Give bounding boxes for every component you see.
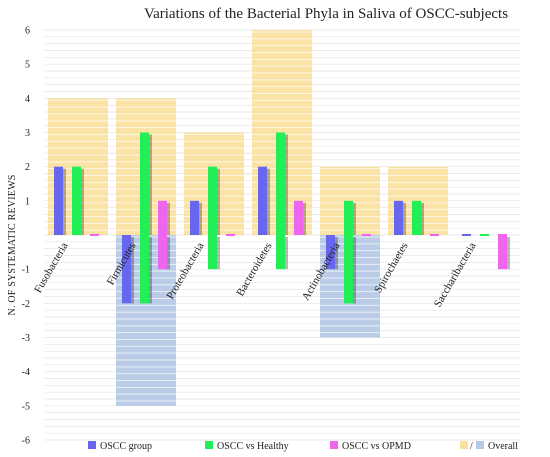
bar-side-shade xyxy=(353,202,356,235)
bar-side-shade xyxy=(303,202,306,235)
bar-side-shade xyxy=(131,237,134,304)
bar-oscc-vs-opmd xyxy=(158,200,167,235)
bar-oscc-group xyxy=(326,235,335,270)
bar-oscc-group xyxy=(54,166,63,235)
bar-side-shade xyxy=(167,237,170,270)
y-tick-label: 2 xyxy=(25,162,30,173)
bar-oscc-vs-opmd-negative xyxy=(498,235,507,270)
legend-swatch xyxy=(330,441,338,449)
bar-oscc-vs-healthy xyxy=(412,200,421,235)
legend-swatch xyxy=(88,441,96,449)
bar-oscc-vs-healthy xyxy=(344,200,353,235)
bar-side-shade xyxy=(267,168,270,235)
y-tick-label: -1 xyxy=(22,265,30,276)
bars xyxy=(54,132,510,304)
legend-swatch-overall-positive xyxy=(460,441,468,449)
bar-side-shade xyxy=(403,202,406,235)
bar-oscc-vs-opmd xyxy=(362,234,371,236)
bar-side-shade xyxy=(285,134,288,235)
bar-oscc-vs-opmd xyxy=(430,234,439,236)
bar-oscc-group xyxy=(190,200,199,235)
bar-oscc-vs-healthy xyxy=(480,234,489,236)
y-tick-label: -6 xyxy=(22,436,30,447)
bar-oscc-group xyxy=(394,200,403,235)
bar-oscc-vs-opmd xyxy=(90,234,99,236)
y-tick-label: 5 xyxy=(25,60,30,71)
bar-oscc-group xyxy=(462,234,471,236)
y-axis-title: N. OF SYSTEMATIC REVIEWS xyxy=(7,175,18,316)
legend-swatch-overall-negative xyxy=(476,441,484,449)
bar-oscc-vs-healthy xyxy=(208,166,217,235)
legend-separator: / xyxy=(470,441,473,452)
bar-oscc-group xyxy=(122,235,131,304)
category-labels: Fusobacteria Firmicutes Proteobacteria Bact… xyxy=(32,240,479,309)
bar-side-shade xyxy=(421,202,424,235)
y-tick-label: 4 xyxy=(25,94,30,105)
bar-side-shade xyxy=(217,168,220,235)
legend: OSCC group OSCC vs Healthy OSCC vs OPMD / Ov… xyxy=(88,441,518,452)
legend-swatch xyxy=(205,441,213,449)
legend-label: OSCC group xyxy=(100,441,152,452)
y-tick-label: 1 xyxy=(25,196,30,207)
bar-side-shade xyxy=(199,202,202,235)
bar-side-shade xyxy=(353,237,356,304)
bar-oscc-vs-opmd xyxy=(226,234,235,236)
bar-side-shade xyxy=(81,168,84,235)
overall-bands xyxy=(48,30,448,406)
y-tick-label: -5 xyxy=(22,401,30,412)
y-ticks: 6 5 4 3 2 1 -1 -2 -3 -4 -5 -6 xyxy=(22,26,30,447)
bar-side-shade xyxy=(149,237,152,304)
bar-oscc-vs-healthy xyxy=(276,132,285,235)
y-tick-label: 3 xyxy=(25,128,30,139)
bar-side-shade xyxy=(167,202,170,235)
bar-oscc-vs-healthy xyxy=(72,166,81,235)
legend-label: OSCC vs Healthy xyxy=(217,441,289,452)
bar-oscc-vs-healthy-negative xyxy=(140,235,149,304)
y-tick-label: -2 xyxy=(22,299,30,310)
bar-side-shade xyxy=(63,168,66,235)
y-tick-label: 6 xyxy=(25,26,30,37)
category-label: Saccharibacteria xyxy=(432,240,479,309)
y-tick-label: -3 xyxy=(22,333,30,344)
legend-label: OSCC vs OPMD xyxy=(342,441,411,452)
bar-side-shade xyxy=(335,237,338,270)
bar-side-shade xyxy=(149,134,152,235)
bar-oscc-vs-opmd-negative xyxy=(158,235,167,270)
legend-label: Overall xyxy=(488,441,518,452)
bar-oscc-vs-healthy-negative xyxy=(344,235,353,304)
bar-side-shade xyxy=(217,237,220,270)
bar-oscc-vs-healthy xyxy=(140,132,149,235)
bar-side-shade xyxy=(285,237,288,270)
chart-title: Variations of the Bacterial Phyla in Sal… xyxy=(144,6,508,22)
bar-oscc-vs-healthy-negative xyxy=(208,235,217,270)
bar-oscc-group xyxy=(258,166,267,235)
y-tick-label: -4 xyxy=(22,367,30,378)
bar-oscc-vs-opmd xyxy=(294,200,303,235)
bar-oscc-vs-healthy-negative xyxy=(276,235,285,270)
bar-side-shade xyxy=(507,237,510,270)
